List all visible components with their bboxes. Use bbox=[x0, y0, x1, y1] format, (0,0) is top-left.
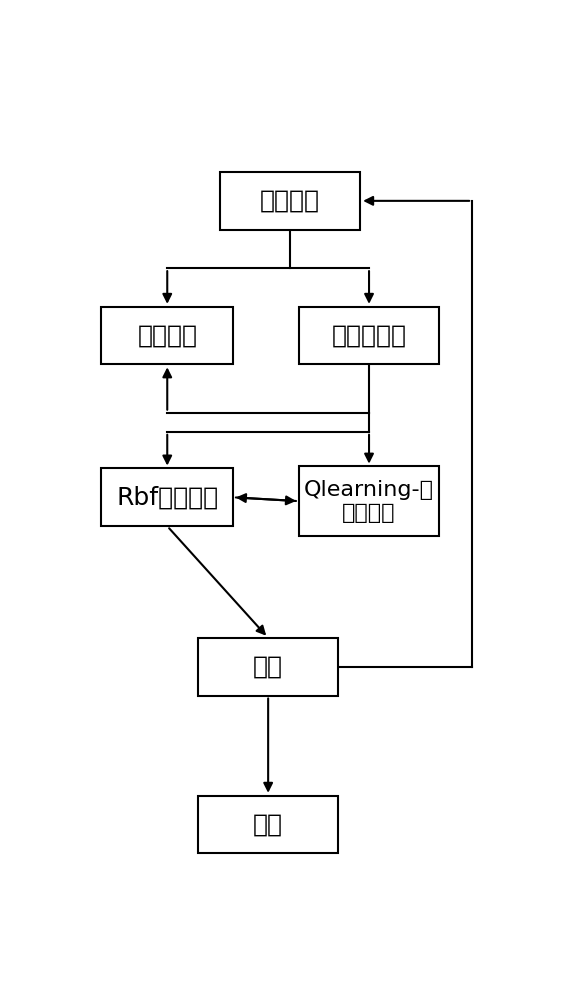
Text: 环境: 环境 bbox=[253, 813, 283, 837]
Text: 空调: 空调 bbox=[253, 655, 283, 679]
Bar bbox=[299, 307, 439, 364]
Bar bbox=[101, 307, 233, 364]
Text: 数据采集: 数据采集 bbox=[260, 189, 320, 213]
Bar bbox=[101, 468, 233, 526]
Text: Qlearning-自
适应约束: Qlearning-自 适应约束 bbox=[304, 480, 434, 523]
Bar bbox=[198, 638, 338, 696]
Text: 模糊逻辑: 模糊逻辑 bbox=[137, 324, 198, 348]
Bar bbox=[198, 796, 338, 853]
Bar bbox=[220, 172, 361, 230]
Bar bbox=[299, 466, 439, 536]
Text: Rbf神经网络: Rbf神经网络 bbox=[116, 485, 218, 509]
Text: 自适应约束: 自适应约束 bbox=[332, 324, 406, 348]
